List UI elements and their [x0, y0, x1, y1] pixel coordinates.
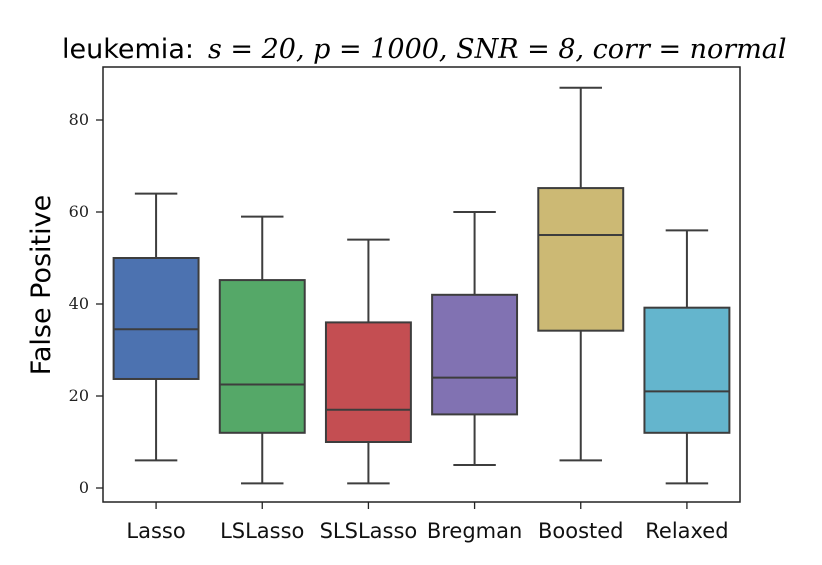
iqr-box	[643, 306, 731, 434]
y-tick-label: 0	[79, 478, 89, 497]
chart-title: leukemia: s = 20, p = 1000, SNR = 8, corr…	[62, 34, 787, 65]
iqr-box	[218, 279, 306, 434]
iqr-box	[324, 321, 412, 443]
axes-frame	[102, 66, 741, 503]
x-tick-label: Relaxed	[645, 519, 728, 543]
box-relaxed: Relaxed	[643, 229, 731, 543]
y-tick-label: 60	[69, 202, 89, 221]
y-tick-label: 20	[69, 386, 89, 405]
x-tick-label: Boosted	[538, 519, 624, 543]
box-lasso: Lasso	[112, 192, 200, 543]
x-tick-label: SLSLasso	[320, 519, 418, 543]
box-boosted: Boosted	[537, 86, 625, 543]
plot-area: 0 20 40 60 80 Lasso LSLasso SLSLasso Bregman Boos…	[69, 66, 741, 543]
chart-title-math: s = 20, p = 1000, SNR = 8, corr = normal	[208, 34, 787, 65]
x-tick-label: Lasso	[126, 519, 185, 543]
y-tick-label: 40	[69, 294, 89, 313]
x-tick-label: Bregman	[427, 519, 522, 543]
chart-title-prefix: leukemia:	[62, 34, 194, 65]
box-bregman: Bregman	[427, 211, 522, 543]
iqr-box	[431, 293, 519, 416]
iqr-box	[537, 187, 625, 332]
y-axis-label: False Positive	[26, 195, 57, 375]
y-tick-label: 80	[69, 110, 89, 129]
iqr-box	[112, 257, 200, 380]
box-lslasso: LSLasso	[218, 215, 306, 543]
x-tick-label: LSLasso	[220, 519, 304, 543]
box-slslasso: SLSLasso	[320, 238, 418, 543]
